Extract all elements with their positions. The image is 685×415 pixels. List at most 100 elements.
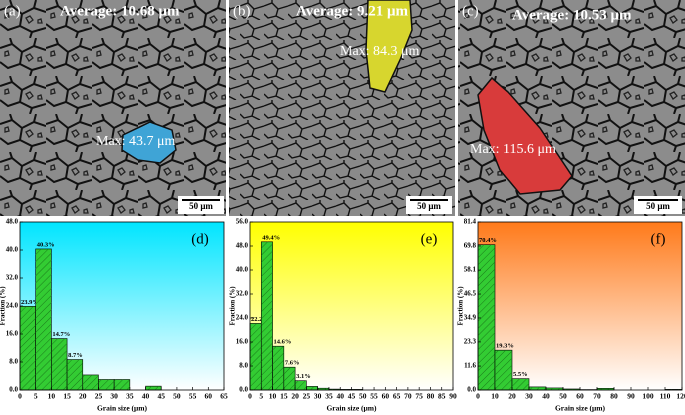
x-tick-label: 110 <box>660 392 671 401</box>
y-tick-label: 48.0 <box>6 218 19 226</box>
x-tick-label: 45 <box>348 392 356 401</box>
bar-hatch <box>306 386 318 390</box>
y-tick-label: 32.0 <box>6 274 19 282</box>
bar-hatch <box>67 359 83 390</box>
micrograph-c: (c) Average: 10.53 μm Max: 115.6 μm 50 μ… <box>458 0 685 216</box>
y-axis-label: Fraction (%) <box>457 286 465 326</box>
y-tick-label: 24.0 <box>6 302 19 310</box>
x-tick-label: 75 <box>415 392 423 401</box>
panel-label: (b) <box>233 3 251 19</box>
x-tick-label: 60 <box>576 392 584 401</box>
y-tick-label: 16.0 <box>6 330 19 338</box>
x-tick-label: 70 <box>404 392 412 401</box>
value-label: 22.2% <box>251 316 269 323</box>
bar-hatch <box>114 379 130 390</box>
panel-label: (f) <box>651 231 666 247</box>
bar-hatch <box>495 350 512 390</box>
max-label: Max: 115.6 μm <box>470 142 556 157</box>
max-grain <box>365 0 413 93</box>
value-label: 14.7% <box>52 331 70 338</box>
value-label: 49.4% <box>262 234 280 241</box>
y-tick-label: 11.6 <box>464 362 476 370</box>
value-label: 8.7% <box>68 352 83 359</box>
x-tick-label: 0 <box>476 392 480 401</box>
x-tick-label: 90 <box>449 392 457 401</box>
bar-hatch <box>261 241 273 390</box>
y-tick-label: 56.0 <box>236 218 249 226</box>
y-tick-label: 8.0 <box>239 362 248 370</box>
micrograph-image <box>0 0 226 216</box>
bar-hatch <box>295 380 307 390</box>
x-tick-label: 50 <box>559 392 567 401</box>
bar-hatch <box>35 248 52 390</box>
x-axis-label: Grain size (μm) <box>97 404 148 413</box>
x-tick-label: 10 <box>48 392 56 401</box>
scale-label: 50 μm <box>646 201 670 211</box>
bar-hatch <box>20 306 36 390</box>
x-tick-label: 5 <box>34 392 38 401</box>
bar-hatch <box>317 388 329 390</box>
x-tick-label: 10 <box>491 392 499 401</box>
micrograph-a: (a) Average: 10.68 μm Max: 43.7 μm 50 μm <box>0 0 226 216</box>
bar-hatch <box>529 386 546 390</box>
y-axis-label: Fraction (%) <box>0 286 7 326</box>
panel-label: (c) <box>462 3 479 19</box>
panel-label: (a) <box>4 3 21 19</box>
x-tick-label: 60 <box>205 392 213 401</box>
x-tick-label: 45 <box>157 392 165 401</box>
panel-label: (e) <box>421 231 438 247</box>
x-tick-label: 30 <box>525 392 533 401</box>
bar-hatch <box>283 367 296 390</box>
value-label: 5.5% <box>513 371 528 378</box>
y-tick-label: 24.0 <box>236 314 249 322</box>
bar-hatch <box>563 388 580 390</box>
bar-hatch <box>512 378 529 390</box>
x-tick-label: 0 <box>248 392 252 401</box>
x-tick-label: 20 <box>79 392 87 401</box>
micrograph-b: (b) Average: 9.21 μm Max: 84.3 μm 50 μm <box>229 0 455 216</box>
x-tick-label: 50 <box>359 392 367 401</box>
histogram: 70.4% 19.3% 5.5% 0.0 11.6 23.3 34.9 46.5 58.1 69.… <box>457 218 685 413</box>
y-tick-label: 0.0 <box>239 386 248 394</box>
y-tick-label: 0.0 <box>9 386 18 394</box>
x-tick-label: 5 <box>259 392 263 401</box>
y-tick-label: 0.0 <box>467 386 476 394</box>
histogram: 23.9% 40.3% 14.7% 8.7% 0.0 8.0 16.0 24.0 32.0 40.… <box>0 218 228 413</box>
x-tick-label: 40 <box>336 392 344 401</box>
x-tick-label: 55 <box>189 392 197 401</box>
micrograph-image <box>229 0 455 216</box>
x-tick-label: 15 <box>63 392 71 401</box>
x-tick-label: 40 <box>542 392 550 401</box>
x-axis-label: Grain size (μm) <box>555 404 606 413</box>
x-tick-label: 10 <box>269 392 277 401</box>
y-tick-label: 32.0 <box>236 290 249 298</box>
x-tick-label: 80 <box>610 392 618 401</box>
value-label: 7.6% <box>285 360 300 367</box>
x-tick-label: 25 <box>95 392 103 401</box>
max-label: Max: 84.3 μm <box>340 44 420 59</box>
x-tick-label: 65 <box>220 392 228 401</box>
x-tick-label: 100 <box>642 392 654 401</box>
y-tick-label: 40.0 <box>236 266 249 274</box>
y-tick-label: 46.5 <box>464 290 477 298</box>
average-label: Average: 10.68 μm <box>60 3 180 19</box>
bar-hatch <box>98 379 115 390</box>
bar-hatch <box>82 374 99 390</box>
x-tick-label: 70 <box>593 392 601 401</box>
max-grain <box>477 76 573 195</box>
value-label: 3.1% <box>296 373 311 380</box>
y-tick-label: 40.0 <box>6 246 19 254</box>
y-tick-label: 16.0 <box>236 338 249 346</box>
panel-label: (d) <box>191 231 209 247</box>
bar-hatch <box>597 388 614 390</box>
y-tick-label: 34.9 <box>464 314 477 322</box>
value-label: 14.6% <box>274 339 292 346</box>
x-tick-label: 85 <box>438 392 446 401</box>
bar-hatch <box>145 386 162 390</box>
y-tick-label: 69.8 <box>464 242 477 250</box>
x-tick-label: 80 <box>427 392 435 401</box>
y-tick-label: 48.0 <box>236 242 249 250</box>
x-tick-label: 25 <box>303 392 311 401</box>
x-tick-label: 0 <box>18 392 22 401</box>
x-tick-label: 60 <box>382 392 390 401</box>
